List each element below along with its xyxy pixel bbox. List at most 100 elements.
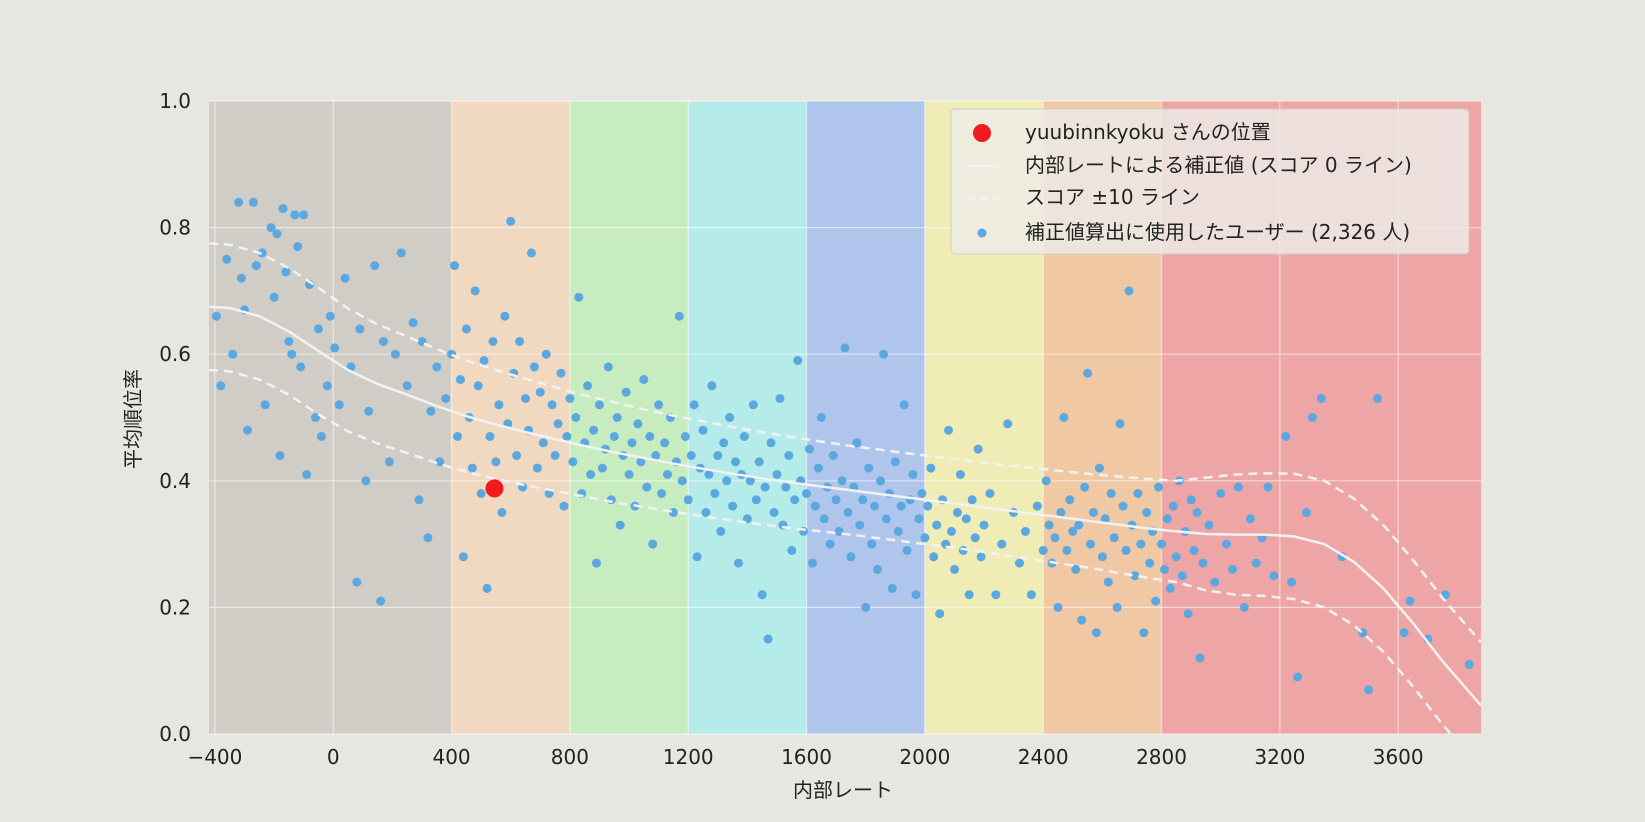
scatter-point-295 (1189, 545, 1199, 555)
scatter-point-314 (1302, 508, 1311, 517)
scatter-point-153 (739, 432, 749, 441)
scatter-point-300 (1210, 577, 1220, 587)
scatter-point-275 (1130, 571, 1140, 581)
scatter-point-29 (322, 381, 332, 391)
scatter-point-126 (660, 438, 670, 448)
scatter-point-115 (627, 438, 637, 448)
scatter-point-224 (950, 564, 959, 574)
x-tick-label-9: 3200 (1254, 745, 1305, 769)
scatter-point-168 (784, 451, 794, 460)
scatter-point-205 (893, 526, 903, 536)
scatter-point-55 (450, 261, 459, 271)
scatter-point-163 (769, 508, 779, 517)
scatter-point-155 (745, 476, 755, 486)
scatter-point-9 (251, 261, 261, 271)
scatter-point-217 (929, 552, 939, 562)
scatter-point-147 (722, 476, 732, 486)
scatter-point-236 (991, 590, 1001, 600)
scatter-point-316 (1316, 394, 1326, 403)
axes: −400 0 400 800 1200 1600 2000 2400 2800 3200 3600 0… (159, 89, 1423, 769)
scatter-point-62 (470, 286, 480, 296)
scatter-point-102 (589, 425, 599, 435)
scatter-point-161 (763, 634, 773, 644)
legend-user-label: yuubinnkyoku さんの位置 (1025, 120, 1271, 144)
scatter-point-18 (284, 337, 294, 346)
scatter-point-170 (790, 495, 800, 505)
scatter-point-122 (648, 539, 658, 549)
scatter-point-322 (1405, 596, 1415, 606)
scatter-point-150 (731, 457, 740, 467)
scatter-point-310 (1269, 571, 1279, 581)
x-tick-label-10: 3600 (1373, 745, 1424, 769)
scatter-point-257 (1077, 615, 1087, 625)
scatter-point-199 (876, 476, 885, 486)
scatter-point-306 (1245, 514, 1255, 524)
scatter-point-19 (287, 349, 297, 359)
scatter-point-225 (952, 508, 962, 517)
scatter-point-94 (565, 394, 575, 403)
scatter-point-85 (538, 438, 548, 448)
x-tick-label-5: 1600 (781, 745, 832, 769)
scatter-point-3 (228, 349, 238, 359)
scatter-point-57 (455, 375, 465, 384)
scatter-point-43 (390, 349, 400, 359)
scatter-point-160 (760, 482, 770, 492)
scatter-point-271 (1118, 501, 1128, 511)
scatter-point-1 (216, 381, 226, 391)
scatter-point-97 (574, 292, 584, 302)
scatter-point-125 (657, 489, 667, 498)
scatter-point-216 (926, 463, 936, 473)
scatter-point-287 (1165, 583, 1175, 593)
scatter-point-235 (985, 489, 995, 498)
scatter-point-28 (316, 432, 326, 441)
scatter-point-41 (379, 337, 388, 346)
scatter-point-89 (550, 451, 560, 460)
scatter-point-228 (961, 514, 971, 524)
scatter-point-248 (1050, 533, 1060, 543)
scatter-point-296 (1192, 508, 1202, 517)
scatter-point-165 (775, 394, 785, 403)
scatter-point-114 (624, 470, 634, 479)
rating-band-4 (806, 101, 925, 734)
scatter-point-84 (535, 387, 545, 397)
scatter-point-137 (692, 552, 702, 562)
legend-box (950, 108, 1470, 255)
x-tick-label-7: 2400 (1018, 745, 1069, 769)
scatter-point-187 (840, 343, 850, 353)
scatter-point-134 (683, 495, 693, 505)
scatter-point-90 (553, 419, 563, 429)
scatter-point-162 (766, 438, 776, 448)
scatter-point-189 (846, 552, 856, 562)
scatter-point-0 (211, 311, 221, 321)
scatter-point-183 (828, 451, 838, 460)
scatter-point-197 (870, 501, 880, 511)
y-tick-label-2: 0.4 (159, 469, 191, 493)
scatter-point-260 (1086, 539, 1095, 549)
y-tick-label-5: 1.0 (159, 89, 191, 113)
scatter-point-131 (674, 311, 684, 321)
scatter-point-44 (396, 248, 406, 258)
scatter-point-40 (376, 596, 386, 606)
scatter-point-107 (603, 362, 613, 372)
scatter-point-143 (710, 489, 720, 498)
scatter-point-232 (973, 444, 983, 454)
scatter-point-279 (1142, 508, 1152, 517)
scatter-point-321 (1399, 628, 1409, 638)
user-position (485, 479, 504, 498)
scatter-point-192 (855, 520, 865, 530)
scatter-point-207 (899, 400, 909, 410)
scatter-point-154 (742, 514, 752, 524)
scatter-point-27 (314, 324, 323, 334)
scatter-point-146 (719, 438, 729, 448)
scatter-point-238 (1003, 419, 1013, 429)
correction-lines (209, 242, 1481, 734)
scatter-point-103 (592, 558, 601, 568)
scatter-point-39 (370, 261, 380, 271)
scatter-point-219 (935, 609, 945, 619)
scatter-point-188 (843, 508, 853, 517)
scatter-point-234 (979, 520, 989, 530)
scatter-point-22 (296, 362, 306, 372)
scatter-point-179 (816, 413, 826, 422)
scatter-point-315 (1307, 413, 1317, 422)
